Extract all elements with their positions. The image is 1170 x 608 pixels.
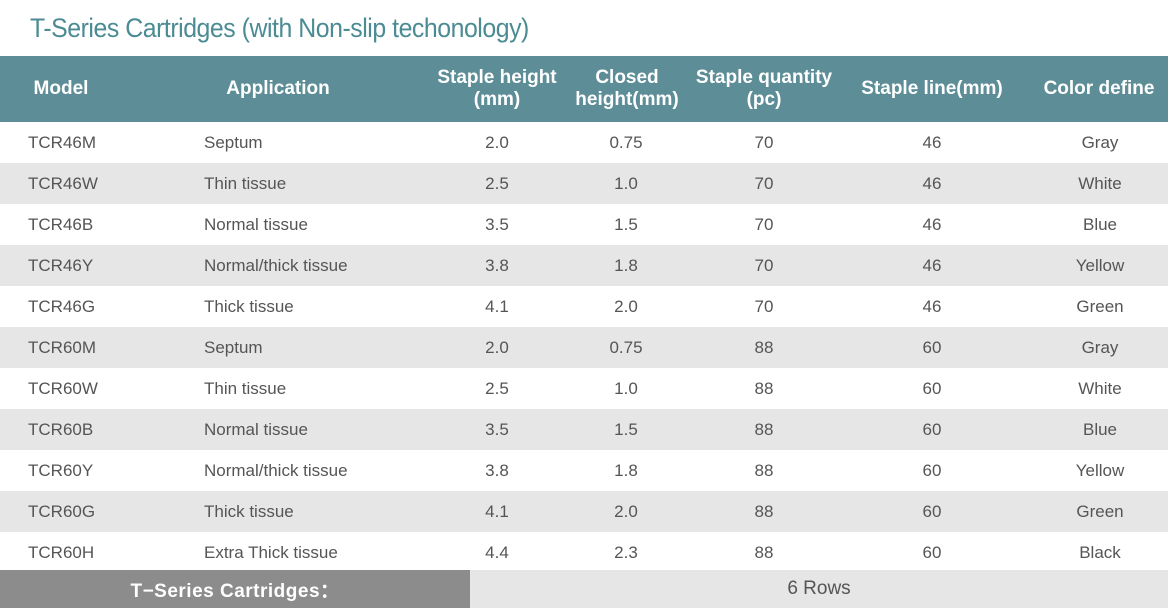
cell-staple-line: 46 [922,297,942,316]
cell-application: Thick tissue [204,297,294,316]
table-row: TCR60H Extra Thick tissue 4.4 2.3 88 60 Black [0,532,1168,573]
cell-color-define: Green [1076,502,1124,521]
cell-color-define: Green [1076,297,1124,316]
cell-staple-line: 46 [922,174,942,193]
cell-staple-line: 60 [922,338,942,357]
cell-closed-height: 2.0 [614,502,638,521]
cell-color-define: White [1078,379,1122,398]
cell-staple-quantity: 88 [754,461,774,480]
cell-staple-height: 4.4 [485,543,509,562]
cell-model: TCR60M [28,338,97,357]
table-row: TCR46M Septum 2.0 0.75 70 46 Gray [0,122,1168,163]
cell-staple-line: 46 [922,215,942,234]
cell-staple-height: 4.1 [485,297,509,316]
footer-value: 6 Rows [470,570,1168,608]
cell-model: TCR60W [28,379,98,398]
cell-closed-height: 1.5 [614,215,638,234]
cell-staple-line: 46 [922,133,942,152]
cell-model: TCR46G [28,297,96,316]
cell-staple-line: 60 [922,543,942,562]
cell-model: TCR46Y [28,256,94,275]
cell-staple-line: 60 [922,502,942,521]
cell-application: Septum [204,133,263,152]
cell-staple-quantity: 88 [754,420,774,439]
cell-staple-quantity: 70 [754,297,774,316]
table-row: TCR60G Thick tissue 4.1 2.0 88 60 Green [0,491,1168,532]
cell-staple-quantity: 70 [754,174,774,193]
column-header-staple-quantity: Staple quantity (pc) [695,67,833,110]
cell-application: Septum [204,338,263,357]
cell-closed-height: 2.0 [614,297,638,316]
cell-closed-height: 2.3 [614,543,638,562]
cell-color-define: White [1078,174,1122,193]
cell-color-define: Gray [1081,133,1119,152]
cell-staple-height: 3.5 [485,420,509,439]
cell-staple-height: 2.0 [485,338,509,357]
cell-application: Normal/thick tissue [204,256,348,275]
column-header-closed-height: Closed height(mm) [575,67,679,110]
table-row: TCR46W Thin tissue 2.5 1.0 70 46 White [0,163,1168,204]
cell-staple-height: 3.8 [485,461,509,480]
cell-model: TCR46W [28,174,98,193]
table-row: TCR46G Thick tissue 4.1 2.0 70 46 Green [0,286,1168,327]
table-row: TCR60W Thin tissue 2.5 1.0 88 60 White [0,368,1168,409]
cell-color-define: Black [1079,543,1121,562]
cell-application: Normal tissue [204,420,308,439]
cell-staple-quantity: 88 [754,502,774,521]
cell-closed-height: 0.75 [609,338,643,357]
cell-staple-height: 3.5 [485,215,509,234]
cell-staple-line: 60 [922,379,942,398]
cell-application: Normal tissue [204,215,308,234]
cell-color-define: Gray [1081,338,1119,357]
table-row: TCR60Y Normal/thick tissue 3.8 1.8 88 60 Yello… [0,450,1168,491]
cell-application: Extra Thick tissue [204,543,338,562]
cell-application: Thin tissue [204,379,287,398]
column-header-application: Application [226,78,330,99]
cell-closed-height: 1.0 [614,379,638,398]
cell-color-define: Blue [1082,215,1118,234]
table-header [0,56,1168,122]
cell-staple-quantity: 70 [754,256,774,275]
column-header-model: Model [33,78,89,99]
table-row: TCR46B Normal tissue 3.5 1.5 70 46 Blue [0,204,1168,245]
cell-staple-quantity: 88 [754,338,774,357]
cell-model: TCR60G [28,502,96,521]
cell-application: Thin tissue [204,174,287,193]
cell-staple-quantity: 70 [754,133,774,152]
cell-staple-quantity: 88 [754,543,774,562]
table-row: TCR46Y Normal/thick tissue 3.8 1.8 70 46 Yello… [0,245,1168,286]
cell-staple-height: 2.5 [485,379,509,398]
column-header-color-define: Color define [1043,78,1155,99]
cell-closed-height: 1.8 [614,256,638,275]
cell-closed-height: 0.75 [609,133,643,152]
cell-staple-height: 2.0 [485,133,509,152]
cell-staple-line: 46 [922,256,942,275]
cell-staple-height: 2.5 [485,174,509,193]
cell-application: Thick tissue [204,502,294,521]
table-row: TCR60M Septum 2.0 0.75 88 60 Gray [0,327,1168,368]
cell-staple-height: 3.8 [485,256,509,275]
cell-color-define: Blue [1082,420,1118,439]
cell-application: Normal/thick tissue [204,461,348,480]
cell-model: TCR60Y [28,461,94,480]
cell-staple-quantity: 88 [754,379,774,398]
page-title: T-Series Cartridges (with Non-slip techo… [30,13,529,43]
cell-color-define: Yellow [1075,256,1125,275]
cell-model: TCR46B [28,215,94,234]
column-header-staple-line: Staple line(mm) [861,78,1003,99]
cell-model: TCR46M [28,133,97,152]
column-header-staple-height: Staple height (mm) [437,67,557,110]
footer-label: T−Series Cartridges： [0,570,470,608]
cell-staple-line: 60 [922,461,942,480]
cell-color-define: Yellow [1075,461,1125,480]
cell-model: TCR60H [28,543,95,562]
cell-staple-line: 60 [922,420,942,439]
cell-staple-quantity: 70 [754,215,774,234]
cell-closed-height: 1.8 [614,461,638,480]
cell-staple-height: 4.1 [485,502,509,521]
table-row: TCR60B Normal tissue 3.5 1.5 88 60 Blue [0,409,1168,450]
cell-closed-height: 1.5 [614,420,638,439]
cell-closed-height: 1.0 [614,174,638,193]
cell-model: TCR60B [28,420,94,439]
